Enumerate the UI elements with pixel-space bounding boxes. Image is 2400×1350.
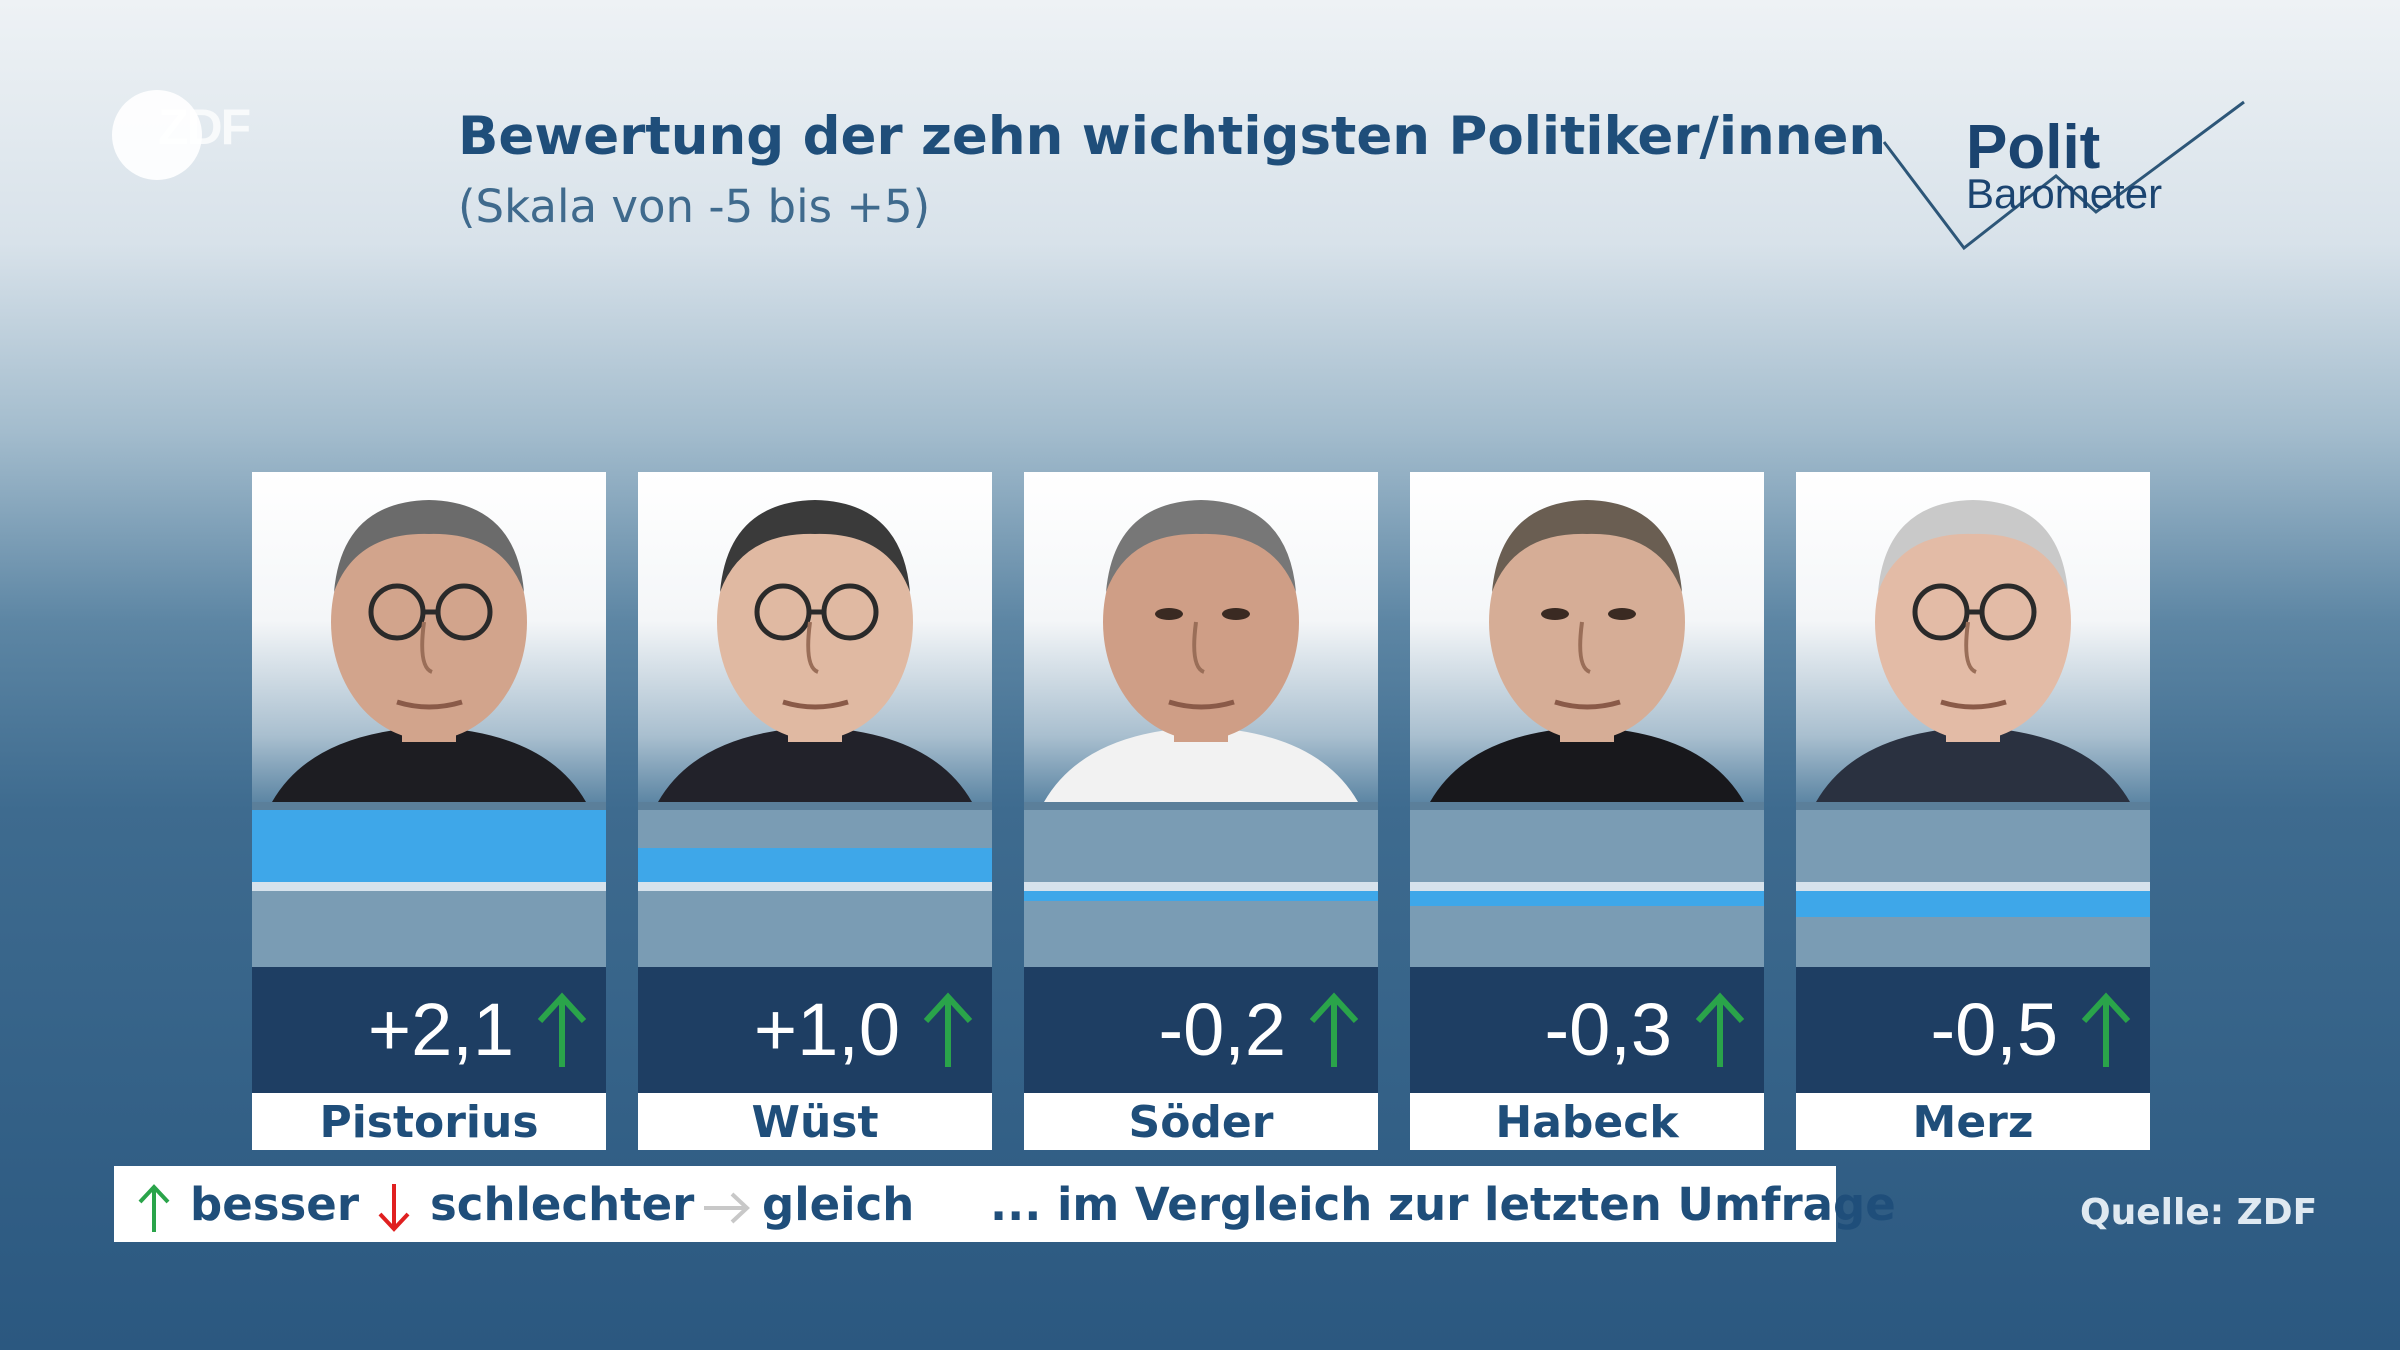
politician-photo [1410,472,1764,802]
politbarometer-polit: Polit [1966,113,2101,182]
arrow-up-icon [1690,991,1750,1071]
legend-better: besser [190,1178,360,1231]
value-box: -0,3 [1410,967,1764,1093]
arrow-right-grey-icon [704,1192,750,1224]
politician-photo [1024,472,1378,802]
politician-card: -0,3 Habeck [1410,472,1764,1150]
value-box: +2,1 [252,967,606,1093]
zero-line [252,882,606,891]
value-box: -0,5 [1796,967,2150,1093]
name-box: Habeck [1410,1093,1764,1150]
bar-wüst [638,847,992,882]
zero-line [638,882,992,891]
politician-name: Söder [1128,1097,1274,1148]
arrow-down-red-icon [378,1184,410,1232]
portrait-icon [1044,500,1358,802]
bar-area [1796,802,2150,982]
bar-area [638,802,992,982]
bar-area-top [1796,802,2150,810]
politician-name: Wüst [751,1097,879,1148]
value-box: -0,2 [1024,967,1378,1093]
value-label: -0,3 [1544,988,1672,1071]
zero-line [1410,882,1764,891]
politician-photo [252,472,606,802]
politician-card: +1,0 Wüst [638,472,992,1150]
politician-photo [638,472,992,802]
source-label: Quelle: ZDF [2080,1192,2318,1233]
value-label: +2,1 [367,988,514,1071]
bar-pistorius [252,810,606,882]
legend-same: gleich [762,1178,915,1231]
arrow-up-icon [532,991,592,1071]
name-box: Merz [1796,1093,2150,1150]
portrait-icon [272,500,586,802]
bar-söder [1024,890,1378,901]
politician-card: -0,5 Merz [1796,472,2150,1150]
bar-habeck [1410,890,1764,907]
legend-worse: schlechter [430,1178,695,1231]
zdf-logo-circle [112,90,202,180]
name-box: Söder [1024,1093,1378,1150]
zdf-logo: ZDF [112,86,292,182]
name-box: Wüst [638,1093,992,1150]
politician-name: Merz [1912,1097,2034,1148]
arrow-up-icon [1304,991,1364,1071]
value-box: +1,0 [638,967,992,1093]
value-label: +1,0 [753,988,900,1071]
chart-subtitle: (Skala von -5 bis +5) [458,180,931,233]
zdf-logo-text: ZDF [158,99,251,155]
politician-name: Pistorius [319,1097,539,1148]
arrow-up-icon [918,991,978,1071]
portrait-icon [1430,500,1744,802]
chart-title: Bewertung der zehn wichtigsten Politiker… [458,106,1887,167]
arrow-up-green-icon [138,1184,170,1232]
legend: besser schlechter gleich ... im Vergleic… [114,1166,1896,1242]
zero-line [1024,882,1378,891]
politbarometer-barometer: Barometer [1966,170,2163,217]
bar-area-top [252,802,606,810]
bar-merz [1796,890,2150,918]
zero-line [1796,882,2150,891]
name-box: Pistorius [252,1093,606,1150]
politician-name: Habeck [1495,1097,1679,1148]
legend-note: ... im Vergleich zur letzten Umfrage [990,1178,1896,1231]
value-label: -0,2 [1158,988,1286,1071]
politician-card: +2,1 Pistorius [252,472,606,1150]
bar-area [1410,802,1764,982]
politbarometer-line-icon [1882,100,2245,251]
value-label: -0,5 [1930,988,2058,1071]
bar-area [1024,802,1378,982]
bar-area-top [1410,802,1764,810]
politician-photo [1796,472,2150,802]
bar-area [252,802,606,982]
bar-area-top [1024,802,1378,810]
portrait-icon [658,500,972,802]
politician-card: -0,2 Söder [1024,472,1378,1150]
politbarometer-logo: Polit Barometer [1880,96,2250,256]
bar-area-top [638,802,992,810]
arrow-up-icon [2076,991,2136,1071]
portrait-icon [1816,500,2130,802]
